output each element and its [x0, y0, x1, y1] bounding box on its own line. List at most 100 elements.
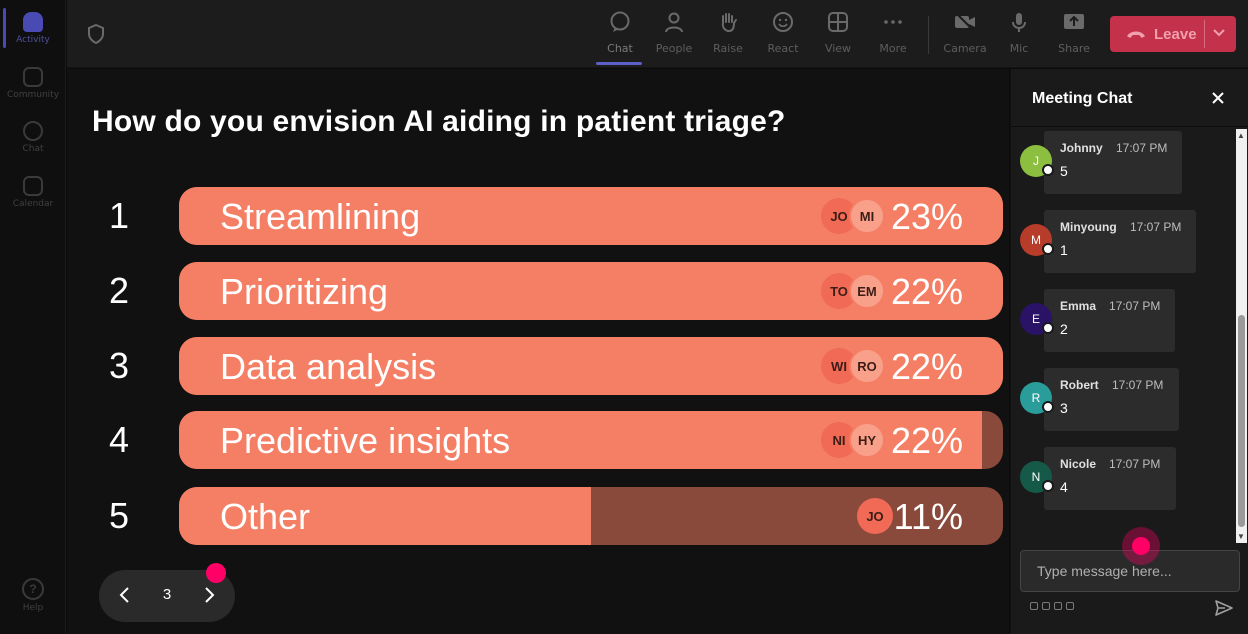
option-percentage: 22%	[890, 420, 963, 461]
sender-name: Johnny	[1060, 141, 1103, 155]
avatar-initial: E	[1031, 312, 1040, 326]
rail-item-label: Community	[6, 90, 60, 100]
cursor-dot	[1132, 537, 1150, 555]
format-icon[interactable]	[1030, 602, 1038, 610]
message-text: 1	[1060, 242, 1068, 258]
chat-scrollbar[interactable]: ▲ ▼	[1236, 129, 1247, 543]
option-label: Data analysis	[220, 346, 437, 387]
raise-hand-button[interactable]: Raise	[702, 10, 754, 55]
avatar[interactable]: J	[1020, 145, 1054, 177]
voter-avatar: TO	[821, 273, 857, 309]
option-number: 4	[108, 419, 130, 460]
voter-avatar: HY	[849, 422, 885, 458]
calendar-icon	[23, 176, 43, 196]
tool-label: Chat	[607, 42, 633, 55]
option-number: 3	[108, 345, 130, 386]
view-button[interactable]: View	[812, 10, 864, 55]
emoji-icon[interactable]	[1054, 602, 1062, 610]
view-icon	[826, 10, 850, 34]
avatar[interactable]: E	[1020, 303, 1054, 335]
more-icon	[881, 10, 905, 34]
rail-item-community[interactable]: Community	[0, 67, 66, 100]
voter-avatar: EM	[849, 273, 885, 309]
presence-status-icon	[1042, 480, 1054, 492]
camera-button[interactable]: Camera	[939, 10, 991, 55]
shield-icon[interactable]	[87, 23, 105, 49]
poll-option: 3 Data analysis WI RO 22%	[67, 337, 1009, 395]
react-icon	[771, 10, 795, 34]
rail-item-chat[interactable]: Chat	[0, 121, 66, 154]
rail-item-calendar[interactable]: Calendar	[0, 176, 66, 209]
avatar-initial: M	[1031, 233, 1041, 247]
presence-status-icon	[1042, 243, 1054, 255]
message-timestamp: 17:07 PM	[1116, 141, 1168, 155]
leave-button[interactable]: Leave	[1110, 16, 1236, 52]
chevron-down-icon[interactable]	[1212, 26, 1226, 44]
chevron-right-icon[interactable]	[199, 584, 219, 611]
message-input[interactable]	[1020, 550, 1240, 592]
scroll-up-icon[interactable]: ▲	[1237, 131, 1245, 140]
more-button[interactable]: More	[867, 10, 919, 55]
tool-label: Share	[1058, 42, 1090, 55]
scrollbar-thumb[interactable]	[1238, 315, 1245, 527]
camera-off-icon	[953, 10, 977, 34]
mic-button[interactable]: Mic	[993, 10, 1045, 55]
app-rail: Activity Community Chat Calendar ? Help	[0, 0, 66, 634]
chat-button[interactable]: Chat	[594, 10, 646, 55]
chat-message: Minyoung 17:07 PM 1	[1044, 210, 1196, 273]
raise-hand-icon	[716, 10, 740, 34]
page-number: 3	[162, 586, 172, 603]
option-number: 1	[108, 195, 130, 236]
avatar[interactable]: M	[1020, 224, 1054, 256]
send-icon[interactable]	[1214, 599, 1234, 622]
tool-label: People	[655, 42, 693, 55]
result-bar: Data analysis WI RO 22%	[179, 337, 1003, 395]
result-bar-fill	[179, 487, 591, 545]
divider	[1011, 126, 1248, 127]
option-label: Streamlining	[220, 196, 421, 237]
chat-title: Meeting Chat	[1032, 90, 1133, 107]
rail-item-label: Help	[22, 603, 44, 613]
rail-item-activity[interactable]: Activity	[0, 12, 66, 45]
chat-icon	[608, 10, 632, 34]
active-tab-underline	[596, 62, 642, 65]
presence-status-icon	[1042, 401, 1054, 413]
poll-option: 2 Prioritizing TO EM 22%	[67, 262, 1009, 320]
presentation-stage: How do you envision AI aiding in patient…	[67, 69, 1009, 634]
close-icon[interactable]	[1210, 90, 1226, 111]
message-timestamp: 17:07 PM	[1112, 378, 1164, 392]
share-button[interactable]: Share	[1048, 10, 1100, 55]
avatar[interactable]: N	[1020, 461, 1054, 493]
scroll-down-icon[interactable]: ▼	[1237, 532, 1245, 541]
bell-icon	[23, 12, 43, 32]
option-label: Predictive insights	[220, 420, 511, 461]
attach-icon[interactable]	[1042, 602, 1050, 610]
pointer-indicator	[206, 563, 226, 583]
tool-label: Mic	[1009, 42, 1029, 55]
avatar-initial: J	[1033, 154, 1039, 168]
hang-up-icon	[1126, 26, 1146, 43]
people-button[interactable]: People	[648, 10, 700, 55]
avatar-initial: N	[1031, 470, 1041, 484]
chat-icon	[23, 121, 43, 141]
meeting-toolbar: Chat People Raise React View More Camera…	[67, 0, 1248, 68]
leave-label: Leave	[1154, 25, 1197, 43]
poll-option: 1 Streamlining JO MI 23%	[67, 187, 1009, 245]
avatar[interactable]: R	[1020, 382, 1054, 414]
people-icon	[662, 10, 686, 34]
option-number: 5	[108, 495, 130, 536]
react-button[interactable]: React	[757, 10, 809, 55]
rail-item-label: Activity	[16, 35, 50, 45]
rail-item-label: Calendar	[12, 199, 54, 209]
rail-item-help[interactable]: ? Help	[0, 578, 66, 613]
rail-item-label: Chat	[22, 144, 44, 154]
voter-avatar: RO	[849, 348, 885, 384]
message-timestamp: 17:07 PM	[1130, 220, 1182, 234]
tool-label: View	[824, 42, 852, 55]
chat-message: Johnny 17:07 PM 5	[1044, 131, 1182, 194]
option-label: Prioritizing	[220, 271, 389, 312]
active-indicator	[3, 8, 6, 48]
gif-icon[interactable]	[1066, 602, 1074, 610]
meeting-chat-panel: Meeting Chat Johnny 17:07 PM 5 J Minyoung 17:…	[1010, 69, 1248, 634]
chevron-left-icon[interactable]	[115, 584, 135, 611]
